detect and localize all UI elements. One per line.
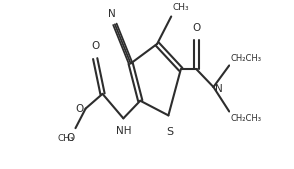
Text: CH₃: CH₃ (57, 134, 74, 143)
Text: S: S (166, 127, 174, 137)
Text: N: N (108, 9, 116, 19)
Text: CH₃: CH₃ (172, 3, 189, 12)
Text: O: O (193, 23, 201, 33)
Text: N: N (215, 84, 223, 94)
Text: O: O (66, 133, 74, 143)
Text: NH: NH (116, 126, 131, 136)
Text: CH₂CH₃: CH₂CH₃ (231, 114, 262, 123)
Text: CH₂CH₃: CH₂CH₃ (231, 54, 262, 63)
Text: O: O (76, 104, 84, 114)
Text: O: O (91, 41, 99, 51)
